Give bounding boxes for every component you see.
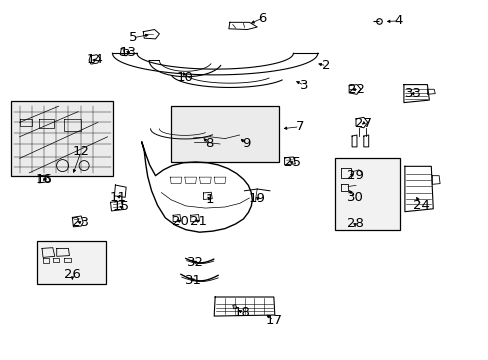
Text: 11: 11 <box>110 191 126 204</box>
Text: 22: 22 <box>348 83 365 96</box>
Text: 6: 6 <box>258 12 266 24</box>
Polygon shape <box>37 241 105 284</box>
Text: 16: 16 <box>36 173 52 186</box>
Text: 25: 25 <box>284 156 300 169</box>
Text: 10: 10 <box>176 71 193 84</box>
Text: 33: 33 <box>405 87 421 100</box>
Text: 14: 14 <box>86 53 103 66</box>
Text: 12: 12 <box>73 145 89 158</box>
Polygon shape <box>171 106 278 162</box>
Text: 4: 4 <box>394 14 403 27</box>
Text: 9: 9 <box>242 138 250 150</box>
Text: 24: 24 <box>412 199 429 212</box>
Text: 20: 20 <box>171 215 188 228</box>
Text: 8: 8 <box>204 138 213 150</box>
Polygon shape <box>335 158 399 230</box>
Text: 1: 1 <box>205 193 214 206</box>
Text: 23: 23 <box>72 216 88 229</box>
Text: 13: 13 <box>120 46 136 59</box>
Text: 26: 26 <box>64 268 81 281</box>
Text: 29: 29 <box>346 169 363 182</box>
Text: 15: 15 <box>113 201 129 213</box>
Text: 3: 3 <box>299 79 308 92</box>
Polygon shape <box>232 305 236 309</box>
Text: 18: 18 <box>233 306 250 319</box>
Text: 27: 27 <box>355 117 371 130</box>
Text: 21: 21 <box>190 215 206 228</box>
Text: 7: 7 <box>295 120 304 133</box>
Text: 19: 19 <box>248 192 265 204</box>
Text: 32: 32 <box>187 256 203 269</box>
Text: 2: 2 <box>322 59 330 72</box>
Text: 30: 30 <box>346 191 363 204</box>
Text: 31: 31 <box>185 274 202 287</box>
Polygon shape <box>11 101 113 176</box>
Text: 5: 5 <box>128 31 137 44</box>
Text: 17: 17 <box>265 314 282 327</box>
Text: 28: 28 <box>346 217 363 230</box>
